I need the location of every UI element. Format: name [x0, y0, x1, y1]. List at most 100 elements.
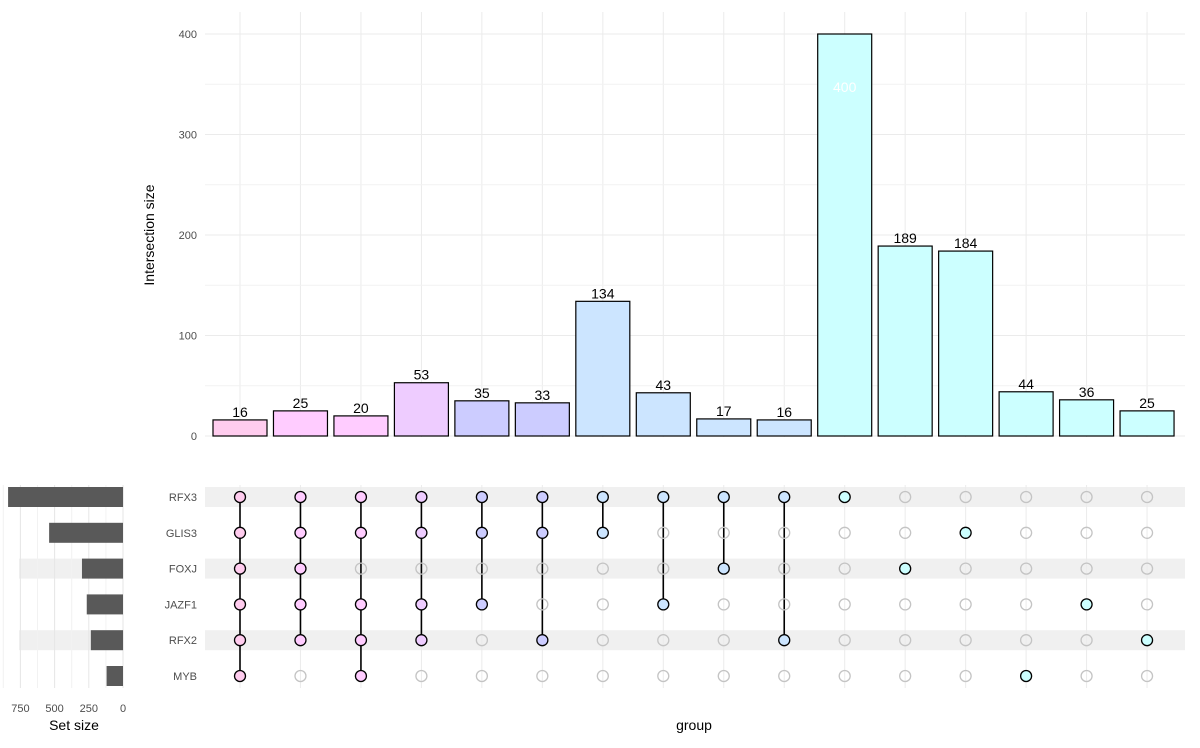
matrix-dot-empty [838, 634, 851, 647]
matrix-dot-filled [294, 562, 307, 575]
y-axis-title: Intersection size [141, 184, 157, 285]
bars-layer: 16 25 20 53 35 33 134 43 17 16 400 189 184 44 36 25 [212, 33, 1175, 437]
matrix-dot-empty [717, 634, 730, 647]
matrix-dot-empty [1019, 598, 1033, 611]
matrix-dot-filled [294, 490, 307, 504]
matrix-dot-empty [959, 634, 972, 647]
bar-value-label: 25 [293, 395, 309, 411]
matrix-dot-empty [959, 669, 972, 683]
matrix-dot-filled [354, 490, 368, 504]
bar-value-label: 53 [414, 367, 430, 383]
matrix-dot-filled [233, 526, 247, 539]
matrix-dot-empty [1140, 562, 1154, 575]
matrix-dot-filled [838, 490, 851, 504]
matrix-dot-filled [475, 598, 489, 611]
y-tick-label: 100 [179, 331, 197, 343]
set-size-bar [49, 522, 123, 543]
matrix-dot-filled [354, 669, 368, 683]
bar-value-label: 16 [776, 404, 792, 420]
matrix-dot-filled [536, 634, 549, 647]
matrix-dot-filled [536, 526, 549, 539]
matrix-row-stripe [205, 487, 1185, 507]
matrix-dot-empty [475, 634, 489, 647]
matrix-dot-filled [233, 562, 247, 575]
set-size-tick-label: 500 [45, 703, 63, 715]
matrix-dot-empty [1019, 526, 1033, 539]
matrix-dot-filled [1019, 669, 1033, 683]
matrix-dot-filled [233, 490, 247, 504]
matrix-dot-filled [657, 490, 670, 504]
intersection-bar [877, 245, 933, 437]
matrix-dot-empty [959, 490, 972, 504]
matrix-dot-filled [596, 526, 609, 539]
y-tick-label: 200 [179, 230, 197, 242]
matrix-dot-empty [717, 598, 730, 611]
matrix-dot-empty [596, 634, 609, 647]
matrix-dot-empty [959, 562, 972, 575]
matrix-dot-empty [475, 562, 489, 575]
matrix-dot-filled [959, 526, 972, 539]
matrix-dot-empty [1019, 562, 1033, 575]
matrix-dot-empty [657, 526, 670, 539]
matrix-dot-empty [1080, 490, 1093, 504]
set-label: RFX2 [169, 635, 197, 647]
grid-layer: 0 100 200 300 400 [179, 12, 1185, 443]
set-label: FOXJ [169, 564, 197, 576]
matrix-dot-filled [657, 598, 670, 611]
set-label: GLIS3 [166, 528, 197, 540]
set-label: MYB [173, 671, 197, 683]
matrix-dot-filled [415, 634, 428, 647]
x-axis-title: group [676, 717, 712, 733]
set-size-title: Set size [49, 717, 99, 733]
matrix-dot-empty [536, 598, 549, 611]
intersection-bar [575, 300, 631, 437]
matrix-dot-empty [596, 669, 609, 683]
set-size-layer: 750 500 250 0 [2, 485, 126, 715]
intersection-bar [998, 391, 1054, 437]
bar-value-label: 35 [474, 385, 490, 401]
matrix-dot-empty [778, 562, 791, 575]
set-label: JAZF1 [165, 599, 197, 611]
matrix-dot-empty [415, 669, 428, 683]
matrix-dot-empty [1140, 669, 1154, 683]
matrix-dot-empty [1080, 669, 1093, 683]
intersection-bar [635, 392, 691, 437]
matrix-dot-empty [899, 634, 912, 647]
matrix-dot-filled [717, 490, 730, 504]
matrix-dot-filled [415, 598, 428, 611]
set-size-bar [106, 666, 123, 686]
intersection-bar [938, 250, 994, 437]
set-size-bar [81, 558, 123, 579]
matrix-dot-empty [959, 598, 972, 611]
intersection-bar [212, 419, 268, 437]
matrix-dot-empty [536, 562, 549, 575]
matrix-dot-empty [899, 669, 912, 683]
matrix-dot-filled [1140, 634, 1154, 647]
intersection-bar [333, 415, 389, 437]
matrix-dot-empty [1080, 562, 1093, 575]
matrix-dot-filled [233, 669, 247, 683]
matrix-row-stripe [205, 558, 1185, 579]
matrix-dot-empty [838, 526, 851, 539]
matrix-dot-empty [838, 669, 851, 683]
set-size-bar [8, 487, 124, 507]
matrix-layer: RFX3 GLIS3 FOXJ JAZF1 RFX2 MYB [165, 485, 1185, 688]
intersection-bar [1119, 410, 1175, 437]
matrix-dot-empty [1019, 490, 1033, 504]
intersection-bar [696, 418, 752, 437]
matrix-dot-filled [354, 634, 368, 647]
set-label: RFX3 [169, 492, 197, 504]
matrix-dot-filled [415, 526, 428, 539]
matrix-dot-empty [899, 526, 912, 539]
intersection-bar [514, 402, 570, 437]
matrix-dot-filled [294, 598, 307, 611]
intersection-bar [393, 382, 450, 437]
bar-value-label: 25 [1139, 395, 1155, 411]
set-size-tick-label: 750 [11, 703, 29, 715]
bar-value-label: 36 [1079, 384, 1095, 400]
matrix-dot-empty [1140, 598, 1154, 611]
matrix-dot-filled [596, 490, 609, 504]
bar-value-label: 134 [591, 285, 615, 301]
matrix-dot-empty [1019, 634, 1033, 647]
set-size-bar [86, 594, 123, 615]
